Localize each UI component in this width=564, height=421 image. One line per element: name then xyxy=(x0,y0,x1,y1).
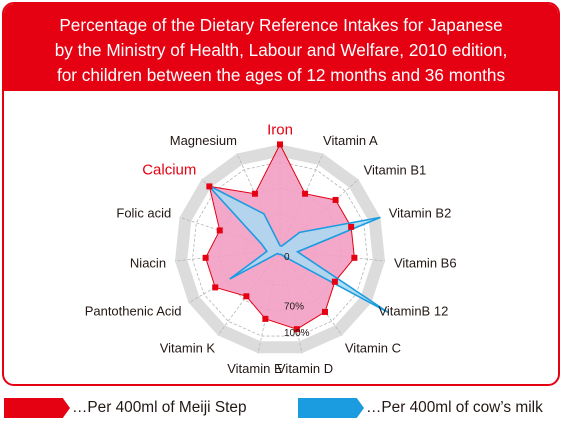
legend-swatch-meiji xyxy=(4,398,70,418)
axis-label-pantothenic-acid: Pantothenic Acid xyxy=(85,303,182,318)
meiji-point-pantothenic-acid xyxy=(212,284,219,291)
meiji-point-vitamin-e xyxy=(262,315,269,322)
axis-label-vitamin-a: Vitamin A xyxy=(323,133,378,148)
legend-label-meiji: …Per 400ml of Meiji Step xyxy=(72,399,247,416)
title-line-3: for children between the ages of 12 mont… xyxy=(56,65,506,85)
axis-label-vitamin-b2: Vitamin B2 xyxy=(389,206,452,221)
chart-title: Percentage of the Dietary Reference Inta… xyxy=(4,4,558,91)
series-milk-area xyxy=(207,184,389,314)
meiji-point-niacin xyxy=(202,254,209,261)
title-line-1: Percentage of the Dietary Reference Inta… xyxy=(59,15,503,35)
axis-label-vitamin-d: Vitamin D xyxy=(277,361,333,376)
meiji-point-folic-acid xyxy=(216,227,223,234)
radar-chart: 0 70% 100% Iron Vitamin A Vitamin B1 Vitamin B… xyxy=(85,121,457,376)
title-line-2: by the Ministry of Health, Labour and We… xyxy=(54,40,508,60)
axis-label-vitamin-k: Vitamin K xyxy=(160,341,216,356)
meiji-point-vitamin-k xyxy=(243,293,250,300)
tick-label-70: 70% xyxy=(284,302,304,313)
tick-label-100: 100% xyxy=(284,328,310,339)
axis-label-vitamin-e: Vitamin E xyxy=(227,361,283,376)
axis-label-magnesium: Magnesium xyxy=(170,133,237,148)
meiji-point-vitamin-b2 xyxy=(348,223,355,230)
series-meiji-area xyxy=(205,143,355,330)
meiji-point-vitamin-a xyxy=(302,190,309,197)
meiji-point-vitamin-b1 xyxy=(332,196,339,203)
axis-label-vitamin-b6: Vitamin B6 xyxy=(394,256,457,271)
axis-label-vitamin-c: Vitamin C xyxy=(345,341,401,356)
axis-label-folic-acid: Folic acid xyxy=(116,206,171,221)
axis-label-iron: Iron xyxy=(267,121,293,138)
grid-ring-100 xyxy=(192,161,368,337)
legend-milk: …Per 400ml of cow’s milk xyxy=(298,396,543,420)
tick-label-0: 0 xyxy=(284,252,290,263)
meiji-point-vitamin-c xyxy=(322,308,329,315)
meiji-point-calcium xyxy=(206,183,213,190)
legend-label-milk: …Per 400ml of cow’s milk xyxy=(366,399,543,416)
legend-meiji: …Per 400ml of Meiji Step xyxy=(4,396,247,420)
meiji-point-magnesium xyxy=(251,190,258,197)
axis-label-calcium: Calcium xyxy=(142,161,196,178)
axis-label-niacin: Niacin xyxy=(130,256,166,271)
meiji-point-vitamin-b6 xyxy=(351,254,358,261)
meiji-point-vitaminb-12 xyxy=(331,278,338,285)
axis-label-vitaminb-12: VitaminB 12 xyxy=(378,303,448,318)
meiji-point-vitamin-d xyxy=(293,326,300,333)
meiji-point-iron xyxy=(277,141,283,148)
chart-frame: Percentage of the Dietary Reference Inta… xyxy=(2,2,560,386)
axis-label-vitamin-b1: Vitamin B1 xyxy=(364,162,427,177)
legend-swatch-milk xyxy=(298,398,364,418)
